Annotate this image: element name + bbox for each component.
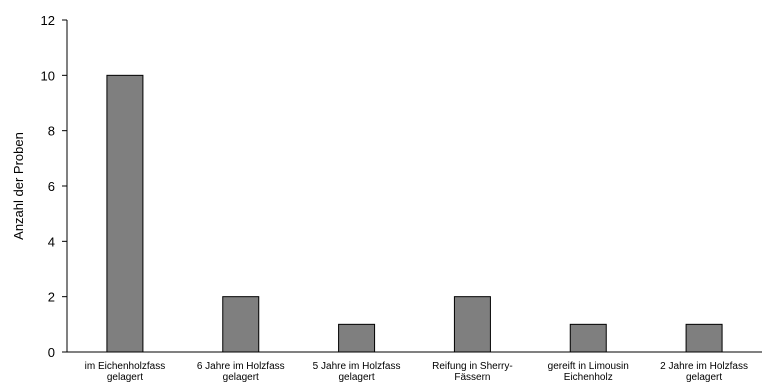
y-tick-label: 0 — [48, 345, 55, 360]
x-category-label: gereift in Limousin Eichenholz — [548, 361, 629, 383]
bars — [106, 74, 723, 353]
bar — [338, 323, 376, 353]
x-category-label: 6 Jahre im Holzfass gelagert — [197, 361, 285, 383]
y-tick-label: 4 — [48, 234, 55, 249]
y-axis-title: Anzahl der Proben — [11, 132, 26, 240]
y-tick-label: 10 — [41, 68, 55, 83]
bar — [685, 323, 723, 353]
x-category-label-line: im Eichenholzfass — [85, 361, 166, 372]
y-tick-label: 8 — [48, 124, 55, 139]
x-category-label-line: 6 Jahre im Holzfass — [197, 361, 285, 372]
y-axis-ticks: 0 2 4 6 8 10 12 — [41, 13, 67, 360]
bar — [453, 296, 491, 353]
x-category-label-line: Eichenholz — [564, 372, 613, 383]
x-category-label: Reifung in Sherry-Fässern — [432, 361, 513, 383]
x-category-label: im Eichenholzfass gelagert — [85, 361, 166, 383]
x-category-label-line: Fässern — [454, 372, 490, 383]
x-category-label-line: gereift in Limousin — [548, 361, 629, 372]
x-category-label-line: 5 Jahre im Holzfass — [313, 361, 401, 372]
x-category-label-line: gelagert — [339, 372, 375, 383]
bar — [222, 296, 260, 353]
y-tick-label: 2 — [48, 290, 55, 305]
x-category-label: 2 Jahre im Holzfass gelagert — [660, 361, 748, 383]
y-tick-label: 6 — [48, 179, 55, 194]
x-category-label-line: Reifung in Sherry- — [432, 361, 513, 372]
x-category-label: 5 Jahre im Holzfass gelagert — [313, 361, 401, 383]
y-tick-label: 12 — [41, 13, 55, 28]
bar — [106, 74, 144, 353]
x-category-label-line: gelagert — [686, 372, 722, 383]
x-category-label-line: 2 Jahre im Holzfass — [660, 361, 748, 372]
x-category-label-line: gelagert — [223, 372, 259, 383]
x-category-label-line: gelagert — [107, 372, 143, 383]
bar — [569, 323, 607, 353]
